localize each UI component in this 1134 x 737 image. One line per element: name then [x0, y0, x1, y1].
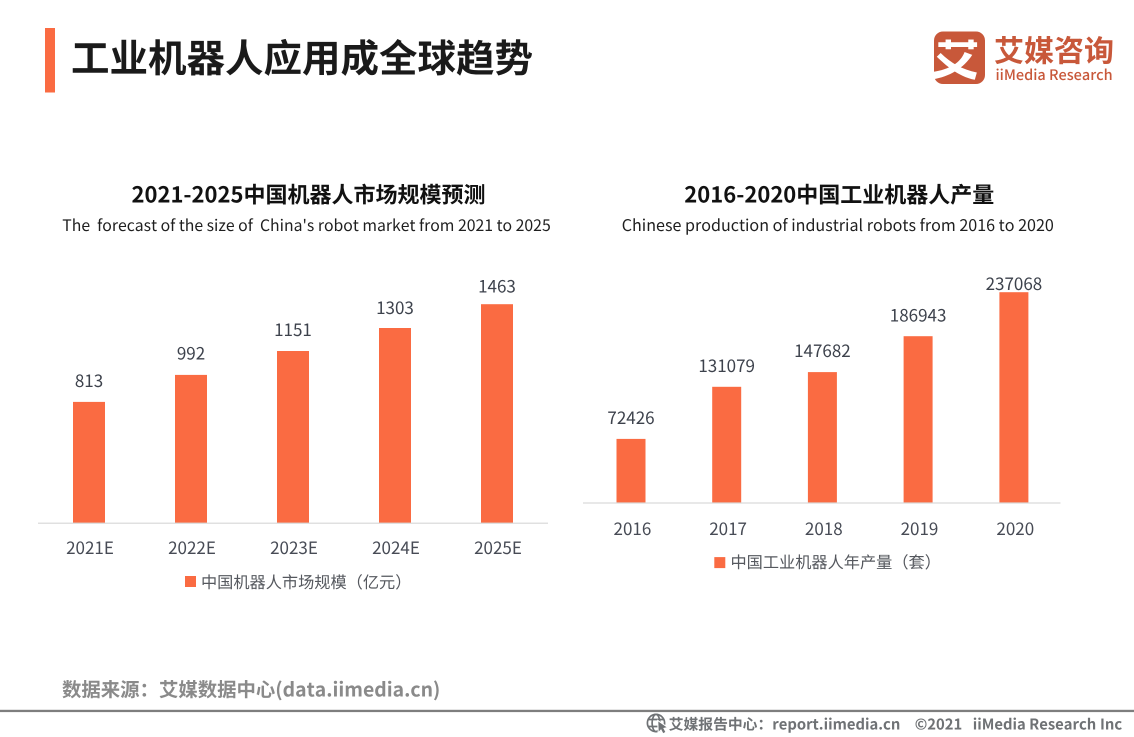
svg-text:中国机器人市场规模（亿元）: 中国机器人市场规模（亿元） [201, 569, 411, 593]
svg-text:1303: 1303 [376, 294, 414, 319]
svg-text:2018: 2018 [805, 515, 843, 540]
svg-text:艾媒咨询: 艾媒咨询 [994, 27, 1114, 71]
svg-text:2016-2020中国工业机器人产量: 2016-2020中国工业机器人产量 [684, 178, 994, 210]
svg-text:186943: 186943 [890, 302, 947, 327]
svg-text:2022E: 2022E [168, 534, 216, 559]
svg-text:2017: 2017 [709, 515, 747, 540]
svg-text:iiMedia Research: iiMedia Research [996, 64, 1113, 85]
svg-text:2016: 2016 [614, 515, 652, 540]
svg-text:数据来源：艾媒数据中心(data.iimedia.cn): 数据来源：艾媒数据中心(data.iimedia.cn) [62, 674, 440, 703]
svg-text:©2021: ©2021 [915, 713, 962, 734]
svg-text:2019: 2019 [901, 515, 939, 540]
svg-text:2024E: 2024E [372, 534, 420, 559]
svg-text:Inc: Inc [1100, 713, 1122, 734]
svg-text:2020: 2020 [996, 515, 1034, 540]
svg-text:992: 992 [177, 340, 205, 365]
svg-text:艾媒报告中心：report.iimedia.cn: 艾媒报告中心：report.iimedia.cn [669, 713, 901, 734]
svg-text:2021-2025中国机器人市场规模预测: 2021-2025中国机器人市场规模预测 [132, 178, 486, 210]
svg-text:Chinese production of industri: Chinese production of industrial robots … [622, 212, 1054, 236]
svg-text:72426: 72426 [607, 404, 654, 429]
svg-text:237068: 237068 [986, 270, 1043, 295]
svg-text:2021E: 2021E [66, 534, 114, 559]
svg-text:1463: 1463 [478, 273, 516, 298]
svg-text:The forecast of the size of: The forecast of the size of China's robo… [62, 213, 550, 236]
svg-text:中国工业机器人年产量（套）: 中国工业机器人年产量（套） [731, 549, 941, 573]
svg-text:813: 813 [75, 367, 103, 392]
svg-text:147682: 147682 [794, 337, 851, 362]
svg-text:2023E: 2023E [270, 534, 318, 559]
svg-text:工业机器人应用成全球趋势: 工业机器人应用成全球趋势 [71, 28, 533, 84]
svg-text:iiMedia Research: iiMedia Research [973, 713, 1096, 734]
svg-text:131079: 131079 [698, 352, 755, 377]
svg-text:2025E: 2025E [474, 534, 522, 559]
svg-text:1151: 1151 [274, 316, 312, 341]
